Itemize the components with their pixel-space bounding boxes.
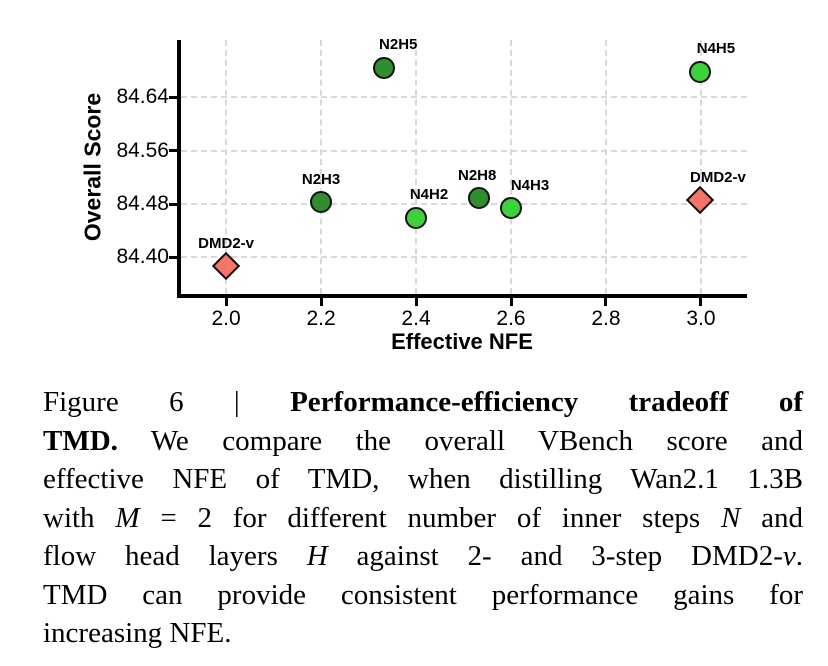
grid-line-vertical	[320, 40, 323, 294]
caption-text-segment: M	[115, 501, 140, 534]
grid-line-horizontal	[181, 203, 747, 205]
grid-line-horizontal	[181, 96, 747, 99]
point-label-n2h3: N2H3	[301, 170, 341, 188]
caption-text-segment: .	[795, 540, 803, 572]
grid-line-vertical	[415, 40, 418, 294]
caption-text-segment: Figure 6 |	[43, 386, 291, 418]
grid-line-vertical	[604, 40, 607, 294]
grid-line-vertical	[510, 40, 512, 294]
x-axis-tick-label: 2.2	[306, 307, 336, 330]
y-axis-tick	[169, 202, 177, 206]
x-axis-tick-label: 2.0	[211, 307, 241, 330]
x-axis-tick-label: 2.4	[401, 307, 431, 330]
caption-text-segment: effective NFE of TMD, when distilling Wa…	[43, 463, 803, 495]
point-label-n4h2: N4H2	[409, 186, 449, 203]
caption-text-segment: v	[782, 540, 796, 572]
data-point-n2h8	[467, 187, 490, 210]
caption-text-segment: TMD.	[43, 424, 118, 457]
y-axis-tick-label: 84.48	[116, 192, 169, 215]
caption-line-6: TMD can provide consistent performance g…	[43, 576, 803, 615]
y-axis-title: Overall Score	[79, 92, 106, 242]
y-axis-tick-label: 84.64	[116, 85, 169, 109]
point-label-dmd2-v: DMD2-v	[198, 234, 255, 252]
plot-area: 2.0 2.2 2.4 2.6 2.8 3.0 84.40 84.48 84.56 84.64 DM…	[116, 36, 747, 330]
y-axis-tick	[169, 95, 177, 99]
y-axis-tick-label: 84.56	[116, 138, 169, 162]
x-axis-spine	[177, 294, 747, 298]
data-point-n4h3	[499, 197, 522, 220]
caption-text-segment: with	[43, 501, 116, 534]
data-point-n2h5	[372, 56, 395, 79]
grid-line-horizontal	[181, 256, 747, 259]
caption-text-segment: We compare the overall VBench score and	[117, 424, 803, 457]
data-point-n4h2	[404, 206, 427, 229]
caption-text-segment: = 2 for different number of inner steps	[139, 501, 721, 534]
caption-text-segment: H	[306, 540, 328, 572]
point-label-n4h5: N4H5	[696, 40, 736, 57]
x-axis-tick-label: 2.6	[496, 307, 526, 330]
caption-text-segment: N	[720, 501, 741, 534]
x-axis-title: Effective NFE	[391, 329, 533, 354]
grid-line-vertical	[225, 40, 228, 294]
caption-text-segment: against 2- and 3-step DMD2-	[327, 540, 783, 572]
caption-line-7: increasing NFE.	[43, 614, 803, 653]
data-point-dmd2-v	[686, 186, 715, 215]
x-axis-tick-label: 3.0	[686, 307, 716, 330]
x-axis-tick	[414, 298, 418, 306]
point-label-n4h3: N4H3	[510, 176, 550, 194]
scatter-chart: Overall Score Effective NFE 2.0 2.2 2.4 2.6…	[79, 36, 747, 354]
grid-line-horizontal	[181, 149, 747, 152]
y-axis-tick	[169, 149, 177, 153]
caption-line-3: effective NFE of TMD, when distilling Wa…	[43, 460, 803, 499]
x-axis-tick	[509, 298, 513, 306]
caption-text-segment: Performance-efficiency tradeoff of	[290, 386, 803, 418]
x-axis-tick	[319, 298, 323, 306]
data-point-n4h5	[689, 60, 712, 83]
caption-text-segment: increasing NFE.	[43, 617, 232, 649]
figure-caption: Figure 6 | Performance-efficiency tradeo…	[43, 383, 803, 653]
point-label-n2h5: N2H5	[379, 36, 418, 53]
caption-line-2: TMD. We compare the overall VBench score…	[43, 422, 803, 461]
y-axis-tick-label: 84.40	[116, 245, 169, 269]
caption-text-segment: and	[740, 501, 803, 534]
data-point-n2h3	[309, 191, 332, 214]
grid-line-vertical	[699, 40, 702, 294]
x-axis-tick	[699, 298, 703, 306]
y-axis-tick	[169, 255, 177, 259]
x-axis-tick	[604, 298, 608, 306]
caption-line-4: with M = 2 for different number of inner…	[43, 499, 803, 538]
x-axis-tick-label: 2.8	[591, 307, 621, 330]
y-axis-spine	[177, 40, 181, 298]
point-label-n2h8: N2H8	[458, 166, 497, 184]
caption-text-segment: TMD can provide consistent performance g…	[43, 578, 803, 611]
caption-line-1: Figure 6 | Performance-efficiency tradeo…	[43, 383, 803, 422]
x-axis-tick	[224, 298, 228, 306]
point-label-dmd2-v: DMD2-v	[690, 168, 746, 186]
caption-text-segment: flow head layers	[43, 540, 307, 572]
caption-line-5: flow head layers H against 2- and 3-step…	[43, 537, 803, 576]
